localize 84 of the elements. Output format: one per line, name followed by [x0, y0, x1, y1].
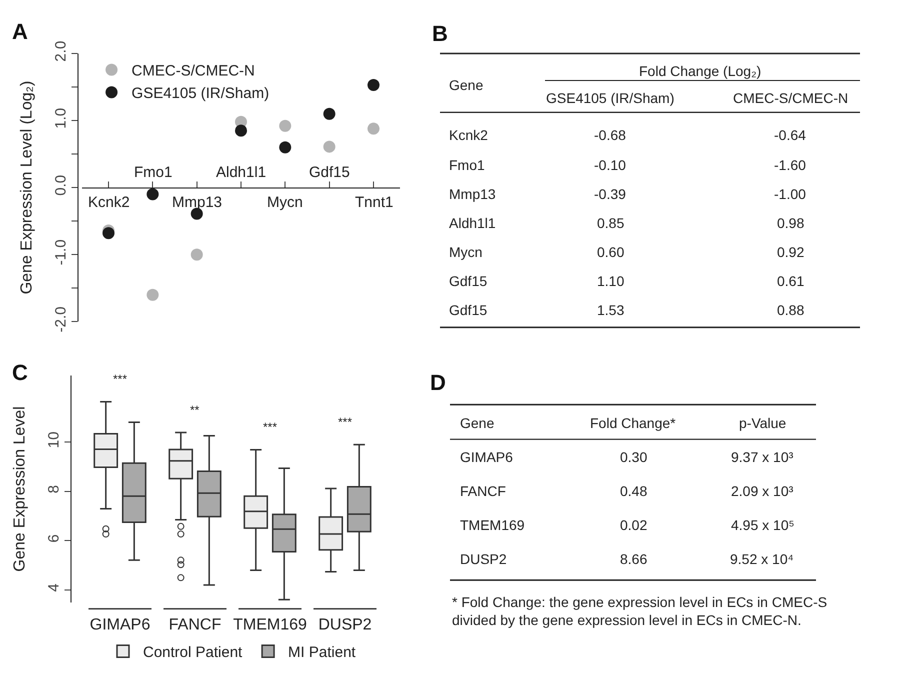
text: 0.30 — [620, 449, 648, 465]
x-tick-label: GIMAP6 — [90, 616, 150, 634]
text: D — [430, 370, 446, 395]
point — [368, 79, 380, 92]
annotation: ** — [190, 403, 200, 417]
text: -0.64 — [774, 127, 806, 143]
text: 0.85 — [597, 215, 624, 231]
text: -1.00 — [774, 186, 806, 202]
text: Mycn — [449, 244, 482, 260]
point — [279, 120, 292, 132]
text: FANCF — [460, 483, 506, 499]
text: 1.10 — [597, 273, 624, 289]
legend-label: MI Patient — [288, 644, 356, 662]
annotation: *** — [338, 415, 352, 429]
text: 1.53 — [597, 302, 624, 318]
legend-label: Control Patient — [143, 644, 244, 662]
x-tick-label: Aldh1l1 — [216, 164, 266, 181]
legend-label: GSE4105 (IR/Sham) — [132, 85, 270, 102]
text: Aldh1l1 — [449, 215, 496, 231]
text: Fold Change* — [590, 415, 676, 431]
text: B — [432, 21, 448, 46]
text: CMEC-S/CMEC-N — [733, 90, 848, 106]
point — [190, 248, 203, 261]
text: -0.39 — [594, 186, 626, 202]
text: 0.61 — [777, 273, 804, 289]
text: DUSP2 — [460, 551, 507, 567]
text: 0.88 — [777, 302, 804, 318]
x-tick-label: Kcnk2 — [88, 194, 130, 211]
x-tick-label: DUSP2 — [318, 616, 372, 634]
y-tick-label: 0.0 — [52, 174, 70, 196]
annotation: *** — [113, 372, 128, 386]
text: 8.66 — [620, 551, 648, 567]
y-axis-title: Gene Expression Level — [11, 406, 28, 572]
x-tick-label: Tnnt1 — [355, 194, 394, 211]
text: Gdf15 — [449, 302, 488, 318]
text: -0.68 — [594, 127, 626, 143]
chart-title: A — [12, 19, 28, 44]
point — [146, 188, 159, 200]
x-tick-label: Mmp13 — [172, 194, 222, 211]
y-tick-label: 4 — [45, 584, 62, 592]
text: Kcnk2 — [449, 127, 488, 143]
point — [368, 122, 380, 135]
text: * Fold Change: the gene expression level in ECs in CMEC-S divided by the gene expression level in ECs in CMEC-N. — [452, 594, 828, 628]
text: TMEM169 — [460, 517, 525, 533]
y-tick-label: -2.0 — [52, 306, 70, 332]
annotation: *** — [263, 420, 278, 434]
text: GSE4105 (IR/Sham) — [546, 90, 674, 106]
point — [146, 288, 159, 301]
text: Gene — [460, 415, 494, 431]
x-tick-label: FANCF — [168, 616, 222, 634]
point — [235, 124, 247, 137]
y-tick-label: 10 — [45, 432, 62, 448]
text: -0.10 — [594, 157, 626, 173]
text: 2.09 x 10³ — [731, 483, 794, 499]
point — [279, 141, 292, 154]
text: 0.02 — [620, 517, 648, 533]
text: 0.48 — [620, 483, 648, 499]
y-tick-label: 8 — [45, 485, 62, 494]
point — [323, 140, 336, 153]
x-tick-label: Gdf15 — [309, 164, 350, 181]
text: 9.52 x 10⁴ — [730, 551, 794, 567]
y-tick-label: 2.0 — [52, 40, 70, 62]
text: Gdf15 — [449, 273, 488, 289]
x-tick-label: Mycn — [267, 194, 303, 211]
x-tick-label: Fmo1 — [134, 164, 172, 181]
text: 0.98 — [777, 215, 804, 231]
y-tick-label: 6 — [45, 534, 62, 543]
text: 0.92 — [777, 244, 804, 260]
x-tick-label: TMEM169 — [233, 616, 307, 634]
point — [102, 227, 114, 240]
chart-title: C — [12, 360, 28, 385]
text: 0.60 — [597, 244, 624, 260]
text: p-Value — [739, 415, 786, 431]
y-tick-label: 1.0 — [52, 108, 70, 129]
text: Fold Change (Log₂) — [639, 63, 762, 79]
text: -1.60 — [774, 157, 806, 173]
point — [323, 108, 336, 120]
text: Gene — [449, 77, 484, 93]
text: 9.37 x 10³ — [731, 449, 794, 465]
y-axis-title: Gene Expression Level (Log₂) — [18, 80, 36, 294]
legend-label: CMEC-S/CMEC-N — [132, 62, 255, 80]
text: 4.95 x 10⁵ — [731, 517, 794, 533]
text: GIMAP6 — [460, 449, 514, 465]
y-tick-label: -1.0 — [52, 239, 70, 266]
